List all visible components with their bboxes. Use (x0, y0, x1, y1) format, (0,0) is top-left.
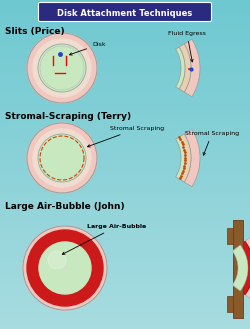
Bar (0, 148, 250, 154)
Bar (0, 285, 250, 291)
Bar (0, 323, 250, 329)
Circle shape (27, 230, 103, 306)
Bar (0, 132, 250, 137)
Bar (0, 208, 250, 214)
Circle shape (27, 123, 97, 193)
Bar (0, 225, 250, 230)
Bar (0, 247, 250, 252)
Bar (0, 263, 250, 269)
Bar (0, 175, 250, 181)
Text: Disk: Disk (70, 42, 106, 55)
Bar (0, 0, 250, 6)
Text: Disk Attachment Techniques: Disk Attachment Techniques (58, 9, 192, 17)
Polygon shape (240, 241, 250, 295)
Circle shape (33, 39, 91, 97)
Bar (0, 49, 250, 55)
Bar (0, 38, 250, 44)
Polygon shape (245, 238, 250, 298)
Bar (0, 252, 250, 258)
Polygon shape (232, 245, 248, 291)
Bar (0, 44, 250, 49)
Bar (0, 110, 250, 115)
Circle shape (38, 44, 86, 92)
Bar (0, 55, 250, 60)
Bar (0, 126, 250, 132)
Bar (0, 307, 250, 313)
Bar (0, 291, 250, 296)
Bar (0, 187, 250, 192)
Bar (0, 159, 250, 164)
Polygon shape (227, 228, 233, 244)
FancyBboxPatch shape (38, 3, 212, 21)
Bar (0, 296, 250, 302)
Bar (0, 22, 250, 27)
Bar (0, 121, 250, 126)
Text: Stromal-Scraping (Terry): Stromal-Scraping (Terry) (5, 112, 131, 121)
Bar (0, 269, 250, 274)
Bar (0, 104, 250, 110)
Bar (0, 203, 250, 208)
Text: Stromal Scraping: Stromal Scraping (88, 126, 164, 147)
Bar (0, 192, 250, 197)
Bar (0, 164, 250, 170)
Circle shape (33, 129, 91, 187)
Bar (0, 82, 250, 88)
Bar (0, 170, 250, 175)
Polygon shape (227, 296, 233, 312)
Bar (0, 27, 250, 33)
Circle shape (48, 251, 66, 269)
Polygon shape (176, 47, 185, 89)
Bar (0, 99, 250, 104)
Text: Slits (Price): Slits (Price) (5, 27, 64, 36)
Bar (0, 93, 250, 99)
Polygon shape (179, 134, 191, 182)
Bar (0, 16, 250, 22)
Bar (0, 66, 250, 71)
Bar (0, 241, 250, 247)
Polygon shape (184, 129, 200, 187)
Bar (0, 154, 250, 159)
Bar (0, 71, 250, 77)
Bar (0, 88, 250, 93)
Bar (0, 33, 250, 38)
Bar (0, 11, 250, 16)
Bar (0, 318, 250, 323)
Polygon shape (179, 44, 191, 92)
Text: Fluid Egress: Fluid Egress (168, 31, 206, 62)
Bar (0, 258, 250, 263)
Bar (0, 77, 250, 82)
Bar (0, 236, 250, 241)
Bar (0, 230, 250, 236)
Bar (0, 214, 250, 219)
Bar (0, 197, 250, 203)
Text: Large Air-Bubble: Large Air-Bubble (62, 224, 146, 254)
Bar (0, 137, 250, 142)
Bar (0, 313, 250, 318)
Text: Stromal Scraping: Stromal Scraping (185, 131, 239, 155)
Bar (0, 274, 250, 280)
Bar (0, 302, 250, 307)
Bar (0, 60, 250, 66)
Bar (0, 219, 250, 225)
Circle shape (38, 134, 86, 182)
Text: Large Air-Bubble: Large Air-Bubble (0, 328, 1, 329)
Bar (0, 142, 250, 148)
Text: Large Air-Bubble (John): Large Air-Bubble (John) (5, 202, 124, 211)
Bar (0, 115, 250, 121)
Polygon shape (176, 137, 185, 179)
Bar (0, 181, 250, 187)
Polygon shape (184, 39, 200, 97)
Circle shape (23, 226, 107, 310)
Circle shape (27, 33, 97, 103)
Bar (0, 6, 250, 11)
Bar (0, 280, 250, 285)
Polygon shape (233, 220, 243, 318)
Circle shape (39, 242, 91, 294)
